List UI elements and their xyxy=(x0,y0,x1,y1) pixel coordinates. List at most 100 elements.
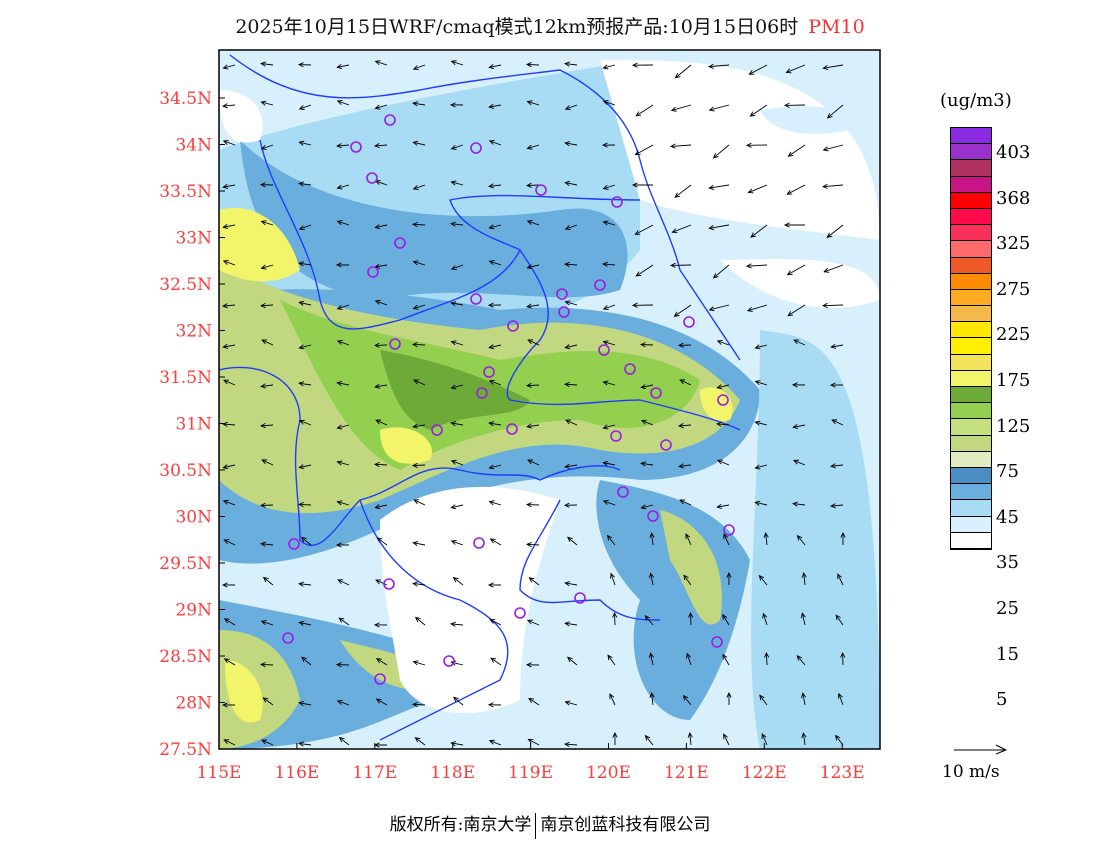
lat-tick-label: 34.5N xyxy=(159,89,212,109)
wind-arrow-icon xyxy=(750,232,757,238)
province-boundaries xyxy=(219,54,741,741)
wind-arrow-icon xyxy=(786,270,793,276)
wind-arrow-icon xyxy=(412,660,419,666)
colorbar-bin xyxy=(951,532,991,549)
wind-arrow-icon xyxy=(375,419,382,425)
wind-arrow-icon xyxy=(526,100,533,106)
wind-arrow-icon xyxy=(723,733,728,740)
wind-arrow-icon xyxy=(525,182,532,188)
wind-arrow-icon xyxy=(837,573,842,580)
wind-arrow-icon xyxy=(222,259,229,265)
lat-tick-label: 32N xyxy=(175,322,212,342)
wind-arrow-icon xyxy=(634,230,641,235)
city-marker-icon xyxy=(514,607,526,619)
colorbar xyxy=(950,127,992,550)
copyright-text: 版权所有:南京大学 xyxy=(389,815,532,835)
wind-arrow-icon xyxy=(754,420,761,426)
city-marker-icon xyxy=(288,538,300,550)
wind-arrow-icon xyxy=(490,657,497,663)
wind-arrow-icon xyxy=(488,64,495,70)
wind-arrow-icon xyxy=(488,344,495,350)
wind-arrow-icon xyxy=(754,464,761,470)
wind-arrow-icon xyxy=(489,538,496,544)
vector-scale-label: 10 m/s xyxy=(942,762,1000,782)
colorbar-label: 5 xyxy=(996,689,1008,711)
wind-arrow-icon xyxy=(487,582,494,588)
wind-arrow-icon xyxy=(450,621,456,627)
wind-arrow-icon xyxy=(261,459,268,465)
city-marker-icon xyxy=(558,306,570,318)
city-marker-icon xyxy=(594,279,606,291)
wind-arrow-icon xyxy=(747,188,754,194)
wind-arrow-icon xyxy=(527,738,534,744)
wind-arrow-icon xyxy=(564,700,571,706)
colorbar-bin xyxy=(951,128,991,145)
wind-arrow-icon xyxy=(373,622,380,628)
lon-tick-label: 122E xyxy=(742,763,787,783)
wind-arrow-icon xyxy=(336,460,343,466)
city-marker-icon xyxy=(374,673,386,685)
wind-arrow-icon xyxy=(298,741,304,747)
wind-arrow-icon xyxy=(791,382,798,388)
wind-arrow-icon xyxy=(564,105,571,111)
wind-arrow-icon xyxy=(259,182,266,188)
wind-arrow-icon xyxy=(221,702,228,708)
wind-arrow-icon xyxy=(297,502,304,508)
wind-arrow-icon xyxy=(602,184,609,190)
lat-tick-label: 28N xyxy=(175,694,212,714)
wind-arrow-icon xyxy=(829,382,836,388)
colorbar-label: 15 xyxy=(996,643,1019,665)
lat-tick-label: 28.5N xyxy=(159,647,212,667)
wind-arrow-icon xyxy=(487,702,494,708)
wind-arrow-icon xyxy=(822,146,829,152)
colorbar-bin xyxy=(951,192,991,209)
wind-arrow-icon xyxy=(726,691,732,698)
wind-arrow-icon xyxy=(685,533,691,540)
wind-arrow-icon xyxy=(602,499,609,505)
city-marker-icon xyxy=(717,394,729,406)
wind-arrow-icon xyxy=(375,658,382,664)
wind-arrow-icon xyxy=(298,381,305,387)
city-marker-icon xyxy=(535,184,547,196)
wind-arrow-icon xyxy=(717,459,723,465)
wind-arrow-icon xyxy=(679,499,686,505)
wind-arrow-icon xyxy=(686,652,691,659)
wind-arrow-icon xyxy=(644,615,651,621)
wind-arrow-icon xyxy=(602,424,609,430)
wind-arrow-icon xyxy=(754,344,761,350)
wind-arrow-icon xyxy=(412,185,419,190)
wind-arrow-icon xyxy=(678,423,684,429)
wind-arrow-icon xyxy=(335,262,342,268)
colorbar-label: 225 xyxy=(996,324,1031,346)
wind-arrow-icon xyxy=(222,183,229,189)
lat-tick-label: 27.5N xyxy=(159,740,212,760)
city-marker-icon xyxy=(384,114,396,126)
wind-arrow-icon xyxy=(673,311,680,317)
lon-tick-label: 115E xyxy=(197,763,242,783)
wind-arrow-icon xyxy=(374,104,381,110)
wind-arrow-icon xyxy=(526,220,533,225)
wind-arrow-icon xyxy=(373,342,380,348)
wind-arrow-icon xyxy=(674,72,681,79)
wind-arrow-icon xyxy=(716,421,722,427)
wind-arrow-icon xyxy=(450,504,457,510)
wind-arrow-icon xyxy=(564,621,571,627)
lon-tick-label: 118E xyxy=(430,763,475,783)
wind-arrow-icon xyxy=(609,693,615,700)
city-marker-icon xyxy=(556,288,568,300)
wind-arrow-icon xyxy=(634,150,641,156)
wind-arrow-icon xyxy=(671,228,678,234)
wind-arrow-icon xyxy=(754,500,761,506)
wind-arrow-icon xyxy=(648,572,654,579)
wind-arrow-icon xyxy=(337,579,344,585)
wind-arrow-icon xyxy=(412,304,419,310)
wind-arrow-icon xyxy=(823,267,830,273)
colorbar-bin xyxy=(951,160,991,177)
wind-arrow-icon xyxy=(411,701,418,708)
wind-arrow-icon xyxy=(564,261,570,267)
wind-arrow-icon xyxy=(412,540,419,547)
wind-arrow-icon xyxy=(564,141,571,147)
wind-arrow-icon xyxy=(682,694,689,701)
wind-arrow-icon xyxy=(745,142,752,148)
wind-arrow-icon xyxy=(644,734,651,741)
